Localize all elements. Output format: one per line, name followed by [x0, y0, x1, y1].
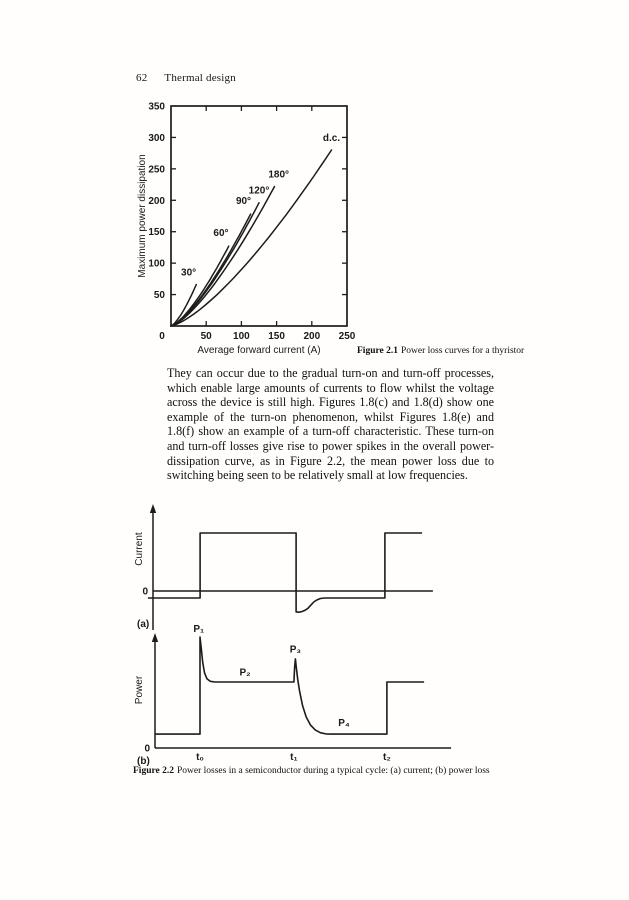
svg-text:150: 150: [148, 227, 165, 238]
svg-text:100: 100: [148, 259, 165, 270]
svg-text:180°: 180°: [268, 170, 289, 181]
page-header: 62 Thermal design: [136, 72, 236, 84]
svg-text:50: 50: [201, 331, 213, 342]
svg-text:0: 0: [159, 331, 165, 342]
svg-text:200: 200: [303, 331, 320, 342]
svg-text:Maximum power dissipation: Maximum power dissipation: [137, 154, 148, 277]
svg-text:(b): (b): [137, 756, 150, 767]
figure-2-1-caption-text: Power loss curves for a thyristor: [401, 346, 525, 356]
svg-text:200: 200: [148, 196, 165, 207]
svg-text:100: 100: [233, 331, 250, 342]
svg-text:250: 250: [148, 164, 165, 175]
svg-text:350: 350: [148, 102, 165, 113]
figure-2-1-caption-label: Figure 2.1: [357, 346, 398, 356]
svg-text:300: 300: [148, 133, 165, 144]
svg-text:Average forward current (A): Average forward current (A): [197, 345, 320, 356]
running-head-title: Thermal design: [164, 72, 236, 84]
svg-text:t₂: t₂: [383, 752, 391, 763]
figure-2-2-caption-label: Figure 2.2: [133, 766, 174, 776]
figure-2-2-caption: Figure 2.2 Power losses in a semiconducto…: [133, 766, 490, 776]
svg-text:t₁: t₁: [290, 752, 297, 763]
svg-text:120°: 120°: [249, 185, 270, 196]
page-number: 62: [136, 72, 148, 84]
svg-text:Current: Current: [134, 532, 145, 566]
svg-text:0: 0: [144, 744, 150, 755]
svg-text:P₂: P₂: [239, 667, 250, 678]
svg-text:d.c.: d.c.: [323, 133, 340, 144]
svg-text:0: 0: [142, 587, 148, 598]
svg-text:(a): (a): [137, 619, 149, 630]
svg-text:250: 250: [339, 331, 356, 342]
svg-text:50: 50: [154, 290, 166, 301]
body-paragraph: They can occur due to the gradual turn-o…: [167, 366, 494, 483]
figure-2-1-caption: Figure 2.1 Power loss curves for a thyris…: [357, 346, 524, 356]
svg-text:60°: 60°: [213, 228, 228, 239]
svg-text:t₀: t₀: [196, 752, 204, 763]
svg-text:90°: 90°: [236, 196, 251, 207]
svg-text:30°: 30°: [181, 268, 196, 279]
svg-text:P₁: P₁: [193, 624, 204, 635]
figure-2-2-caption-text: Power losses in a semiconductor during a…: [177, 766, 490, 776]
thyristor-power-loss-chart: 0 50 100 150 200 250 50 100 150 200 250 300 350 Avera…: [137, 102, 356, 357]
svg-text:P₄: P₄: [338, 718, 350, 729]
semiconductor-cycle-waveforms: 0 Current (a) 0 Power (b) t₀ t₁ t₂ P₁ P₂ P₃ P₄: [134, 504, 452, 767]
svg-text:P₃: P₃: [290, 644, 302, 655]
svg-text:150: 150: [268, 331, 285, 342]
svg-text:Power: Power: [134, 675, 145, 704]
